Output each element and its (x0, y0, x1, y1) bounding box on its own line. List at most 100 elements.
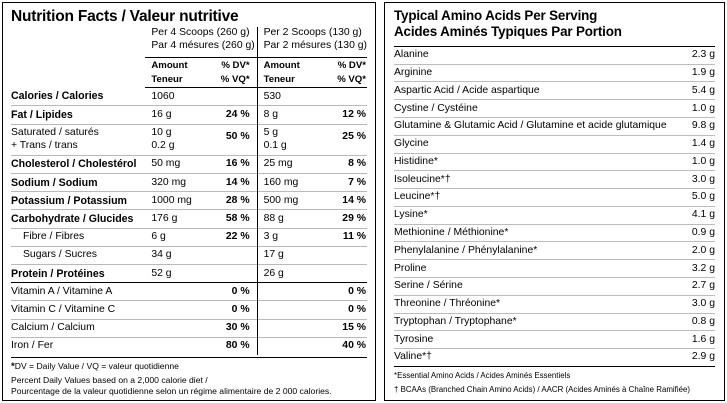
amino-acid-name: Alanine (394, 46, 675, 65)
nutrient-dv-col1: 0 % (207, 300, 258, 320)
nutrient-dv-col1: 14 % (207, 173, 258, 192)
amino-acids-table: Alanine 2.3 g Arginine 1.9 g Aspartic Acid /… (394, 46, 715, 367)
nutrient-amount-col1: 1000 mg (145, 191, 208, 210)
rule-d2 (317, 53, 367, 59)
nutrient-amount-col2 (256, 336, 318, 356)
nutrient-dv-col1: 80 % (207, 336, 258, 356)
amino-acid-row: Alanine 2.3 g (394, 46, 715, 65)
nutrient-amount-col1: 34 g (145, 245, 208, 265)
nutrient-name: Iron / Fer (11, 336, 146, 356)
amino-acid-name: Cystine / Cystéine (394, 99, 675, 118)
rule-d1 (207, 53, 258, 59)
nutrient-dv-col2: 25 % (317, 123, 367, 156)
amino-acid-name: Threonine / Thréonine* (394, 295, 675, 314)
serving-spacer-2 (11, 40, 145, 53)
nutrient-amount-col1 (145, 318, 208, 338)
amino-acid-value: 2.0 g (675, 241, 715, 261)
nutrient-amount-col2: 5 g 0.1 g (256, 123, 318, 156)
nutrient-name: Protein / Protéines (11, 264, 146, 283)
amino-acid-value: 2.9 g (675, 348, 715, 367)
amino-acid-value: 3.0 g (675, 170, 715, 190)
dv-label-col2-en: % DV* (337, 60, 366, 72)
nutrient-dv-col1: 0 % (207, 282, 258, 301)
amino-acid-name: Valine*† (394, 348, 675, 367)
nutrient-amount-col1: 320 mg (145, 173, 208, 192)
nutrient-amount-col2: 8 g (256, 105, 318, 125)
amino-acid-name: Tryptophan / Tryptophane* (394, 313, 675, 332)
dv-label-col1-en: % DV* (221, 60, 250, 72)
amount-label-col1-fr: Teneur (151, 73, 183, 85)
amino-acid-row: Methionine / Méthionine* 0.9 g (394, 224, 715, 243)
nutrient-dv-col2: 15 % (317, 318, 367, 338)
nutrient-name: Vitamin C / Vitamine C (11, 300, 146, 320)
nutrient-amount-col1: 50 mg (145, 154, 208, 174)
nutrient-dv-col1: 30 % (207, 318, 258, 338)
nutrient-dv-col1 (207, 245, 258, 265)
nutrient-amount-col2: 500 mg (256, 191, 318, 210)
nutrient-amount-col1: 1060 (151, 90, 175, 102)
amino-acid-name: Methionine / Méthionine* (394, 224, 675, 243)
nutrition-facts-title: Nutrition Facts / Valeur nutritive (11, 8, 239, 25)
nutrition-facts-table: Per 4 Scoops (260 g) Per 2 Scoops (130 g… (11, 27, 367, 356)
amino-acid-row: Isoleucine*† 3.0 g (394, 170, 715, 190)
amino-acid-value: 1.6 g (675, 330, 715, 350)
amino-acid-name: Arginine (394, 64, 675, 83)
amino-title-rule (394, 45, 715, 47)
serving-col2-fr: Par 2 mésures (130 g) (256, 40, 367, 54)
serving-size-row-en: Per 4 Scoops (260 g) Per 2 Scoops (130 g… (11, 27, 367, 41)
nutrient-dv-col1 (207, 264, 258, 283)
nutrient-dv-col2 (317, 264, 367, 283)
amino-acid-row: Tyrosine 1.6 g (394, 330, 715, 350)
nutrient-amount-col1: 16 g (145, 105, 208, 125)
footnote-pdv-line1: Percent Daily Values based on a 2,000 ca… (11, 375, 208, 386)
serving-spacer-1 (11, 27, 145, 40)
amino-acid-name: Proline (394, 259, 675, 278)
amino-acid-row: Arginine 1.9 g (394, 64, 715, 83)
amino-acid-name: Isoleucine*† (394, 170, 675, 190)
amount-label-col2-fr: Teneur (256, 71, 318, 85)
amount-header-row-en: Amount % DV* Amount % DV* (11, 57, 367, 72)
amino-acid-row: Serine / Sérine 2.7 g (394, 277, 715, 296)
nutrient-amount-col2: 25 mg (256, 154, 318, 174)
amino-acid-value: 1.4 g (675, 135, 715, 154)
nutrition-row: Fibre / Fibres 6 g 22 % 3 g 11 % (11, 227, 367, 247)
nutrient-amount-col1: 176 g (145, 209, 208, 229)
amino-acid-name: Aspartic Acid / Acide aspartique (394, 81, 675, 101)
amino-acid-name: Glycine (394, 135, 675, 154)
amino-acids-panel: Typical Amino Acids Per Serving Acides A… (384, 2, 725, 401)
nutrient-dv-col1: 22 % (207, 227, 258, 247)
amino-acid-row: Valine*† 2.9 g (394, 348, 715, 367)
nutrient-dv-col2: 11 % (317, 227, 367, 247)
rule-a1 (145, 53, 208, 59)
nutrition-footnotes: *DV = Daily Value / VQ = valeur quotidie… (11, 357, 367, 396)
nutrient-name: Carbohydrate / Glucides (11, 209, 146, 229)
rule2-d2 (317, 84, 367, 89)
amino-acid-value: 9.8 g (675, 117, 715, 136)
amino-acid-row: Leucine*† 5.0 g (394, 188, 715, 207)
nutrition-row: Vitamin A / Vitamine A 0 % 0 % (11, 282, 367, 301)
amino-acid-name: Histidine* (394, 153, 675, 172)
nutrient-amount-col2: 530 (256, 87, 318, 106)
amino-acid-value: 2.3 g (675, 46, 715, 65)
amino-acid-row: Histidine* 1.0 g (394, 153, 715, 172)
nutrient-amount-col1: 52 g (145, 264, 208, 283)
footnote-pdv-line2: Pourcentage de la valeur quotidienne sel… (11, 385, 332, 396)
nutrient-amount-col1 (145, 300, 208, 320)
amino-acid-row: Glycine 1.4 g (394, 135, 715, 154)
nutrition-row: Iron / Fer 80 % 40 % (11, 336, 367, 356)
nutrient-amount-col2: 3 g (256, 227, 318, 247)
footnote-bcaa: † BCAAs (Branched Chain Amino Acids) / A… (394, 385, 691, 395)
footnote-total: Total % of Essential Amino Acids as BCAA… (394, 400, 715, 401)
amount-header-rule (11, 84, 367, 89)
nutrient-dv-col1: 28 % (207, 191, 258, 210)
amino-acid-name: Lysine* (394, 206, 675, 225)
amino-acid-value: 2.7 g (675, 277, 715, 296)
nutrition-row: Fat / Lipides 16 g 24 % 8 g 12 % (11, 105, 367, 125)
amount-spacer-2 (11, 72, 145, 85)
nutrient-dv-col1: 16 % (207, 154, 258, 174)
nutrition-row: Calories / Calories 1060 530 (11, 87, 367, 106)
serving-col2-en: Per 2 Scoops (130 g) (256, 27, 367, 41)
nutrient-amount-col2 (256, 282, 318, 301)
nutrition-row: Protein / Protéines 52 g 26 g (11, 264, 367, 283)
